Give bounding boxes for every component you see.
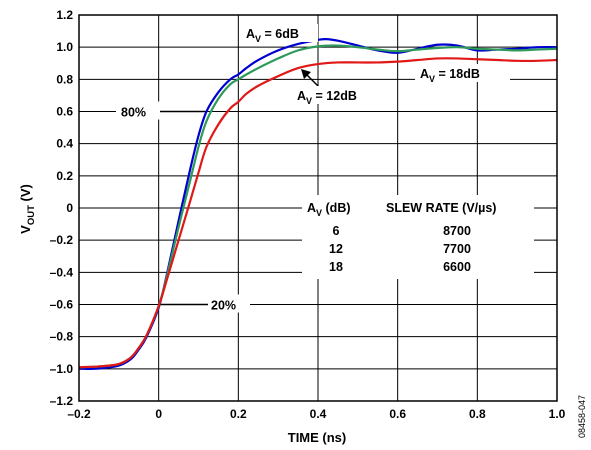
series-label-18db: AV = 18dB — [420, 67, 480, 84]
label-bg — [292, 86, 384, 104]
x-tick-label: 0.6 — [389, 407, 406, 421]
series-label-12db-sub: V — [306, 96, 312, 106]
y-tick-label: 0.4 — [56, 137, 73, 151]
x-tick-label: –0.2 — [67, 407, 91, 421]
figure-id: 08458-047 — [577, 395, 587, 438]
y-tick-label: 0.8 — [56, 72, 73, 86]
table-cell-gain: 18 — [329, 260, 343, 274]
x-axis-title: TIME (ns) — [288, 430, 347, 445]
slew-rate-table: AV (dB) SLEW RATE (V/µs) 6 8700 12 7700 … — [302, 195, 534, 279]
series-line-18db — [78, 57, 558, 369]
series-label-12db: AV = 12dB — [297, 89, 357, 106]
table-header-gain-sub: V — [316, 208, 322, 218]
plot-frame — [78, 14, 558, 402]
table-cell-slew: 8700 — [443, 224, 471, 238]
table-cell-slew: 6600 — [443, 260, 471, 274]
y-tick-label: –0.2 — [50, 233, 74, 247]
y-tick-label: –1.2 — [50, 394, 74, 408]
series-label-18db-suffix: = 18dB — [435, 67, 480, 81]
series-label-6db-main: A — [246, 27, 255, 41]
x-tick-label: 0.8 — [469, 407, 486, 421]
x-tick-label: 1.0 — [549, 407, 566, 421]
series-label-12db-main: A — [297, 89, 306, 103]
series-group — [78, 37, 558, 370]
y-tick-label: 0.6 — [56, 105, 73, 119]
tick-labels: –0.2 0 0.2 0.4 0.6 0.8 1.0 –1.2 –1.0 –0.8 –0.6 –0.4… — [50, 8, 566, 421]
arrow-12db-head — [301, 69, 311, 79]
table-cell-gain: 6 — [333, 224, 340, 238]
y-tick-label: 1.2 — [56, 8, 73, 22]
table-header-gain-suffix: (dB) — [322, 201, 350, 215]
series-label-6db-suffix: = 6dB — [261, 27, 299, 41]
y-tick-label: –0.8 — [50, 330, 74, 344]
annotations: 80% 20% — [116, 24, 510, 313]
y-tick-label: 1.0 — [56, 40, 73, 54]
y-tick-label: –0.4 — [50, 265, 74, 279]
series-label-12db-suffix: = 12dB — [312, 89, 357, 103]
label-bg — [116, 101, 160, 120]
y-tick-label: 0.2 — [56, 169, 73, 183]
label-bg — [415, 64, 510, 82]
label-bg — [240, 24, 318, 42]
y-axis-title: VOUT (V) — [18, 184, 37, 234]
x-tick-label: 0 — [155, 407, 162, 421]
table-header-slew: SLEW RATE (V/µs) — [386, 201, 496, 215]
y-tick-label: 0 — [66, 201, 73, 215]
table-header-gain: AV (dB) — [307, 201, 351, 218]
annotation-20-percent: 20% — [211, 299, 236, 313]
x-tick-label: 0.4 — [310, 407, 327, 421]
y-axis-title-main: V — [18, 225, 33, 234]
y-axis-title-suffix: (V) — [18, 184, 33, 205]
y-tick-label: –0.6 — [50, 298, 74, 312]
series-label-6db-sub: V — [255, 34, 261, 44]
table-cell-slew: 7700 — [443, 242, 471, 256]
label-bg — [206, 294, 250, 313]
y-tick-label: –1.0 — [50, 362, 74, 376]
series-label-18db-sub: V — [429, 74, 435, 84]
table-header-gain-main: A — [307, 201, 316, 215]
x-tick-label: 0.2 — [230, 407, 247, 421]
series-label-6db: AV = 6dB — [246, 27, 299, 44]
table-cell-gain: 12 — [329, 242, 343, 256]
y-axis-title-sub: OUT — [26, 205, 37, 225]
annotation-80-percent: 80% — [121, 106, 146, 120]
series-label-18db-main: A — [420, 67, 429, 81]
